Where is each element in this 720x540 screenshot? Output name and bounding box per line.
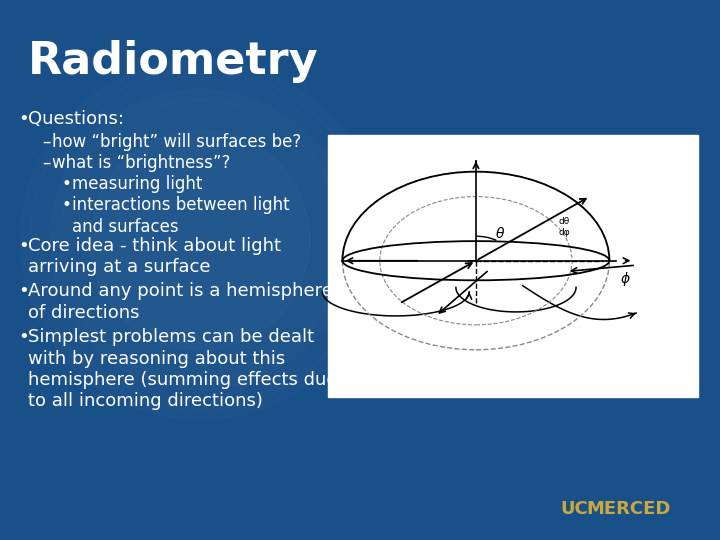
Text: Simplest problems can be dealt
with by reasoning about this
hemisphere (summing : Simplest problems can be dealt with by r… [28, 328, 338, 410]
Text: •: • [18, 110, 29, 128]
Text: measuring light: measuring light [72, 175, 202, 193]
Text: MERCED: MERCED [586, 500, 670, 518]
Text: •: • [62, 197, 72, 214]
Text: Core idea - think about light
arriving at a surface: Core idea - think about light arriving a… [28, 237, 281, 276]
Bar [328, 135, 698, 397]
Text: –: – [42, 133, 50, 151]
Text: $\phi$: $\phi$ [620, 269, 631, 287]
Text: Around any point is a hemisphere
of directions: Around any point is a hemisphere of dire… [28, 282, 333, 322]
Text: •: • [62, 175, 72, 193]
Text: Questions:: Questions: [28, 110, 124, 128]
Text: what is “brightness”?: what is “brightness”? [52, 154, 230, 172]
Circle shape [20, 60, 380, 420]
Text: •: • [18, 237, 29, 255]
Text: UC: UC [560, 500, 588, 518]
Text: dθ
dφ: dθ dφ [559, 217, 570, 237]
Text: how “bright” will surfaces be?: how “bright” will surfaces be? [52, 133, 301, 151]
Circle shape [50, 90, 350, 390]
Text: –: – [42, 154, 50, 172]
Text: •: • [18, 282, 29, 300]
Text: •: • [18, 328, 29, 346]
Circle shape [90, 130, 310, 350]
Text: $\theta$: $\theta$ [495, 226, 505, 241]
Text: Radiometry: Radiometry [28, 40, 319, 83]
Text: interactions between light
and surfaces: interactions between light and surfaces [72, 197, 289, 236]
